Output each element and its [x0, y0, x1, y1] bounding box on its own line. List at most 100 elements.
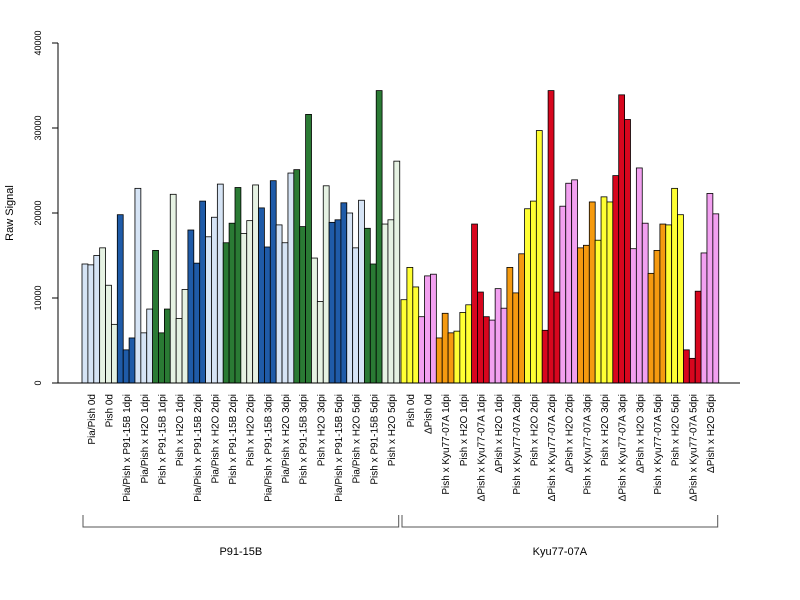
bar: [712, 213, 720, 384]
bar: [387, 219, 395, 384]
bar: [706, 193, 714, 384]
group-brackets: P91-15B Kyu77-07A: [82, 515, 719, 558]
bar: [122, 349, 130, 384]
x-tick-label: Pish x P91-15B 2dpi: [228, 394, 239, 485]
x-tick-label: Pish x P91-15B 1dpi: [157, 394, 168, 485]
bar: [671, 187, 678, 384]
bar: [258, 207, 265, 384]
bar: [246, 220, 254, 384]
bar: [482, 316, 490, 384]
x-tick-label: Pia/Pish 0d: [87, 394, 98, 445]
bar: [234, 187, 242, 384]
bar: [328, 221, 336, 384]
bar: [500, 307, 508, 384]
bar: [559, 205, 567, 384]
x-tick-label: ΔPish x H2O 2dpi: [565, 394, 576, 473]
bar: [535, 130, 543, 384]
bar: [547, 90, 555, 384]
x-tick-label: Pish x P91-15B 5dpi: [369, 394, 380, 485]
bar: [688, 357, 696, 384]
bar: [228, 222, 236, 384]
bar: [334, 219, 342, 384]
bar: [322, 185, 330, 384]
bar: [216, 183, 224, 384]
y-tick-label: 10000: [33, 285, 43, 310]
bar: [199, 200, 206, 384]
bar: [477, 291, 484, 384]
bar: [111, 323, 118, 384]
bar: [453, 330, 461, 384]
bar: [175, 317, 183, 384]
y-tick-label: 20000: [33, 200, 43, 225]
bar: [263, 246, 271, 384]
x-tick-label: Pish 0d: [105, 394, 116, 427]
bar: [299, 226, 307, 384]
bar: [571, 179, 578, 384]
bar: [406, 266, 414, 384]
x-tick-label: Pish x H2O 1dpi: [459, 394, 470, 466]
bar: [163, 308, 171, 384]
bar: [316, 300, 324, 384]
bar: [187, 229, 195, 384]
bar: [128, 337, 136, 384]
bar: [635, 167, 643, 384]
bar: [565, 182, 573, 384]
bar: [293, 169, 301, 384]
bar: [665, 224, 673, 384]
bar: [641, 222, 649, 384]
bar: [287, 172, 295, 384]
bar: [363, 227, 371, 384]
bar: [158, 332, 165, 384]
x-tick-label: Pia/Pish x P91-15B 5dpi: [334, 394, 345, 502]
bar: [447, 332, 455, 384]
bar: [193, 262, 201, 384]
x-tick-label: Pia/Pish x P91-15B 3dpi: [263, 394, 274, 502]
bar: [630, 248, 637, 384]
x-tick-label: ΔPish 0d: [424, 394, 435, 434]
bar: [418, 316, 425, 384]
bar: [116, 214, 124, 384]
bar: [211, 216, 218, 384]
bar: [393, 160, 401, 384]
bar: [140, 332, 148, 384]
x-tick-label: Pish x H2O 5dpi: [387, 394, 398, 466]
bar: [375, 90, 383, 384]
bar: [87, 264, 95, 384]
bar: [430, 273, 437, 384]
bar: [506, 266, 514, 384]
bar: [340, 202, 348, 384]
bar: [105, 284, 112, 384]
bar: [653, 249, 661, 384]
bar: [346, 212, 354, 384]
y-tick-label: 30000: [33, 115, 43, 140]
bar: [471, 223, 478, 384]
x-tick-label: Pish x H2O 3dpi: [600, 394, 611, 466]
x-tick-label: Pish x H2O 2dpi: [246, 394, 257, 466]
y-tick-label: 0: [33, 380, 43, 385]
bar: [700, 252, 708, 384]
bar: [412, 286, 420, 384]
bar: [618, 94, 626, 384]
bar: [222, 242, 230, 384]
bar: [181, 289, 189, 384]
bar: [205, 236, 212, 384]
bar: [169, 193, 177, 384]
bar: [512, 292, 520, 384]
bar: [352, 247, 359, 384]
bar: [381, 223, 389, 384]
bar: [588, 201, 596, 384]
bar: [146, 308, 154, 384]
bar: [541, 329, 549, 384]
x-tick-label: ΔPish x H2O 3dpi: [635, 394, 646, 473]
bar: [465, 304, 473, 384]
bars: [81, 90, 720, 384]
x-tick-label: Pish x H2O 5dpi: [671, 394, 682, 466]
bar: [577, 247, 584, 384]
x-tick-label: Pish 0d: [406, 394, 417, 427]
bar: [81, 263, 89, 384]
x-tick-label: ΔPish x Kyu77-07A 5dpi: [688, 394, 699, 501]
bar: [252, 184, 259, 384]
y-axis: 0 10000 20000 30000 40000: [33, 30, 740, 386]
x-tick-label: Pia/Pish x H2O 1dpi: [140, 394, 151, 484]
bar: [583, 244, 590, 384]
